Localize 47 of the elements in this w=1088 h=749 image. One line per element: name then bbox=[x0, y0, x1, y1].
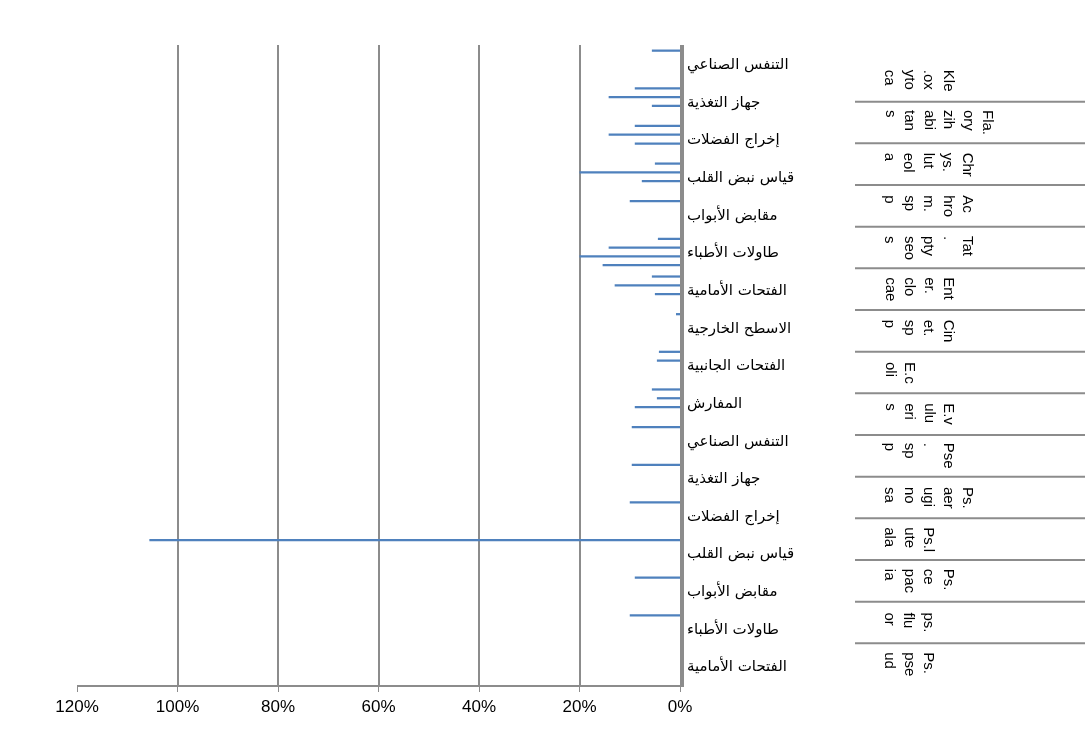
text: Tat . pty seo s bbox=[882, 236, 977, 261]
y-tick-label: قياس نبض القلب bbox=[687, 168, 795, 187]
bar bbox=[579, 171, 680, 174]
bar bbox=[651, 275, 680, 278]
text: Ac hro m. sp p bbox=[882, 195, 978, 218]
y-tick-label: الاسطح الخارجية bbox=[687, 318, 792, 337]
y-tick-label: المفارش bbox=[687, 393, 743, 412]
text: E.c oli bbox=[882, 362, 919, 385]
bar bbox=[579, 255, 680, 258]
y-tick-label: جهاز التغذية bbox=[687, 92, 761, 111]
text: Chr ys. lut eol a bbox=[881, 152, 977, 177]
x-tick-label: 120% bbox=[55, 697, 99, 717]
bar bbox=[634, 142, 680, 145]
x-tick-label: 60% bbox=[361, 697, 396, 717]
x-tick-label: 100% bbox=[155, 697, 200, 717]
y-tick-label: الفتحات الجانبية bbox=[687, 356, 786, 375]
y-tick-label: مقابض الأبواب bbox=[687, 204, 778, 224]
y-tick-label: إخراج الفضلات bbox=[687, 506, 780, 526]
text: Ps. aer ugi no sa bbox=[882, 487, 977, 509]
y-tick-label: قياس نبض القلب bbox=[687, 544, 795, 563]
text: Ent er. clo cae bbox=[882, 277, 959, 302]
bar bbox=[654, 162, 680, 165]
text: Fla. ory zih abi tan s bbox=[882, 110, 997, 136]
bar bbox=[656, 359, 680, 362]
y-tick-label: الفتحات الأمامية bbox=[687, 656, 787, 676]
text: Ps. ce pac ia bbox=[882, 568, 958, 594]
y-tick-label: طاولات الأطباء bbox=[687, 618, 780, 638]
y-tick-label: مقابض الأبواب bbox=[687, 581, 778, 601]
bar bbox=[651, 388, 680, 391]
y-tick-label: الفتحات الأمامية bbox=[687, 279, 787, 299]
bar bbox=[629, 501, 680, 504]
x-tick-label: 0% bbox=[667, 697, 693, 717]
text: ps. flu or bbox=[881, 612, 938, 633]
x-tick-label: 40% bbox=[461, 697, 497, 717]
text: Pse . sp p bbox=[882, 442, 958, 469]
y-tick-label: جهاز التغذية bbox=[687, 469, 761, 488]
y-tick-label: التنفس الصناعي bbox=[687, 431, 789, 451]
text: Ps. pse ud bbox=[882, 652, 939, 677]
text: Ps.l ute ala bbox=[882, 527, 939, 553]
x-tick-label: 80% bbox=[260, 697, 296, 717]
y-tick-label: التنفس الصناعي bbox=[687, 55, 789, 75]
x-tick-label: 20% bbox=[562, 697, 597, 717]
y-tick-label: طاولات الأطباء bbox=[687, 242, 780, 262]
text: Kle .ox yto ca bbox=[882, 69, 958, 92]
text: Cin et. sp p bbox=[882, 319, 958, 343]
y-tick-label: إخراج الفضلات bbox=[687, 130, 780, 150]
text: E.v ulu eri s bbox=[882, 403, 959, 426]
